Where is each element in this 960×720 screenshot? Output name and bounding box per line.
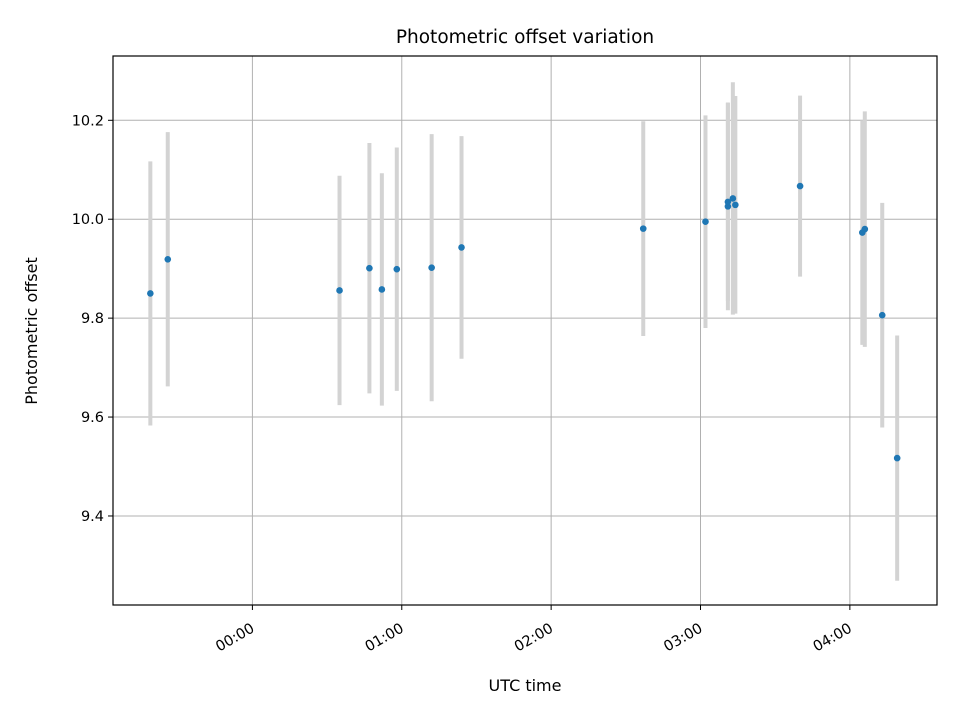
data-point: [796, 182, 804, 190]
y-tick-label: 10.2: [72, 113, 104, 129]
data-point: [393, 265, 401, 273]
y-tick-label: 9.4: [81, 509, 104, 525]
data-point: [428, 264, 435, 271]
data-point: [164, 255, 172, 263]
data-point: [458, 244, 465, 251]
data-point: [861, 225, 869, 233]
data-point: [639, 225, 647, 232]
plot-frame: [112, 55, 938, 606]
y-axis-title: Photometric offset: [22, 257, 41, 405]
data-point: [702, 218, 709, 225]
data-point: [893, 454, 901, 462]
chart-title: Photometric offset variation: [396, 27, 654, 48]
y-axis: 9.4 9.6 9.8 10.0 10.2: [72, 113, 113, 525]
y-tick-label: 9.6: [81, 410, 104, 426]
x-axis-title: UTC time: [489, 676, 562, 695]
data-point: [147, 290, 154, 297]
y-tick-label: 10.0: [72, 212, 104, 228]
data-point: [729, 195, 737, 202]
data-point: [336, 287, 343, 294]
y-tick-label: 9.8: [81, 311, 104, 327]
data-point: [378, 286, 386, 293]
data-point: [724, 198, 732, 206]
data-point: [366, 264, 373, 272]
data-point: [732, 201, 739, 209]
data-point: [878, 311, 886, 319]
data-points: [147, 182, 901, 462]
